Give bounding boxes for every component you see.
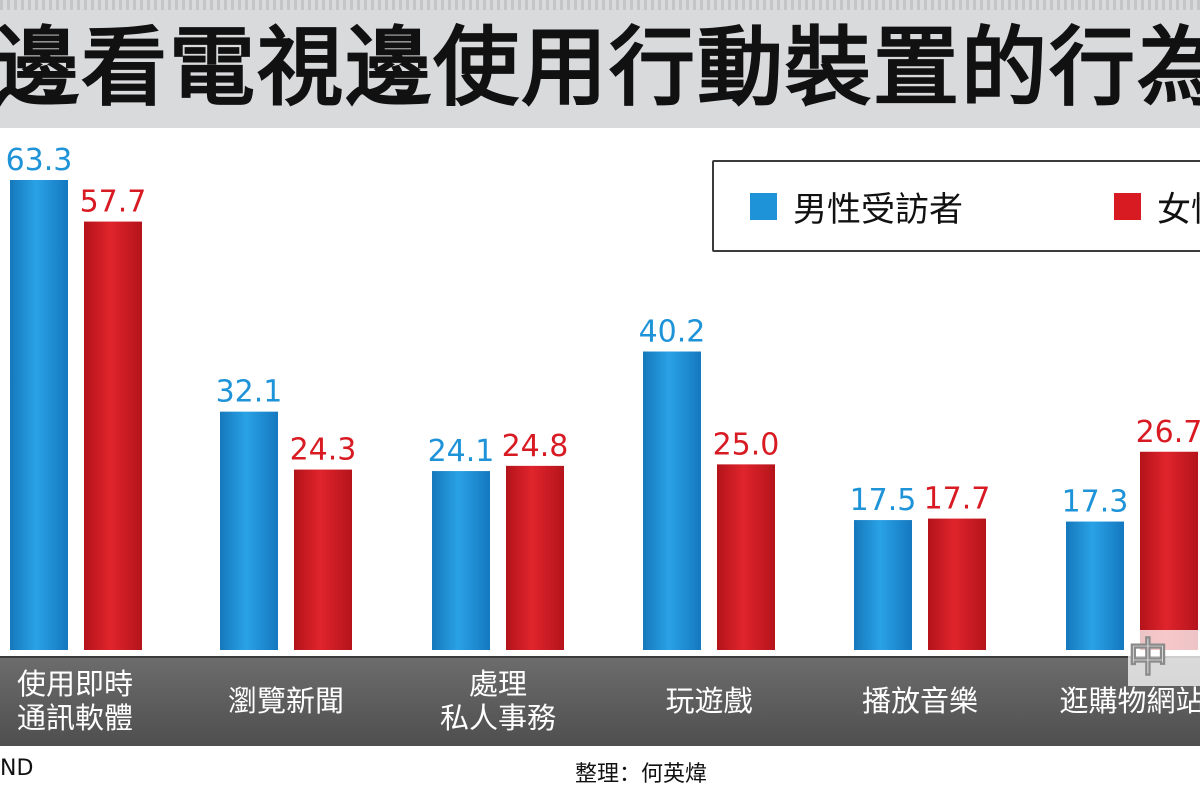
value-label-male-3: 40.2 [639,315,706,350]
category-label-line: 使用即時 [16,667,133,701]
bar-male-2 [432,471,490,650]
bar-female-4 [928,518,986,650]
value-label-female-5: 26.7 [1136,415,1200,450]
category-label-2: 處理 私人事務 [398,656,598,746]
category-label-line: 播放音樂 [861,684,978,718]
bar-male-1 [220,411,278,650]
category-label-line: 玩遊戲 [665,684,753,718]
bar-female-1 [294,469,352,650]
value-label-male-4: 17.5 [850,483,917,518]
category-label-line: 處理 [468,667,527,701]
category-label-5: 逛購物網站 [1032,656,1200,746]
value-label-male-5: 17.3 [1062,485,1129,520]
bar-male-4 [854,520,912,650]
bar-male-5 [1066,521,1124,650]
category-label-line: 逛購物網站 [1059,684,1200,718]
bar-male-3 [643,351,701,650]
value-label-female-2: 24.8 [502,429,569,464]
credit-text: 整理：何英煒 [575,762,708,787]
bar-female-5 [1140,451,1198,650]
category-label-0: 使用即時 通訊軟體 [0,656,150,746]
title-bar: 族邊看電視邊使用行動裝置的行為比 [0,0,1200,128]
legend: 男性受訪者 女性受訪者 [712,160,1200,252]
legend-swatch-male [750,192,777,220]
footer: ND 整理：何英煒 [0,746,1200,800]
legend-swatch-female [1114,192,1141,220]
category-label-1: 瀏覽新聞 [186,656,386,746]
value-label-male-2: 24.1 [428,434,495,469]
bar-female-2 [506,465,564,650]
chart-title: 族邊看電視邊使用行動裝置的行為比 [0,18,1200,118]
legend-label-female: 女性受訪者 [1157,189,1200,230]
legend-item-male: 男性受訪者 [750,184,963,230]
value-label-female-4: 17.7 [924,482,991,517]
value-label-male-0: 63.3 [6,143,73,178]
title-stripe [0,0,1200,10]
category-strip [0,656,1200,748]
value-label-female-3: 25.0 [713,427,780,462]
value-label-female-0: 57.7 [80,185,147,220]
watermark-logo: 中時 [1128,630,1200,686]
bar-female-3 [717,464,775,650]
category-label-line: 通訊軟體 [16,701,133,735]
legend-label-male: 男性受訪者 [793,189,963,230]
bar-male-0 [10,180,68,650]
category-label-3: 玩遊戲 [609,656,809,746]
value-label-male-1: 32.1 [216,375,283,410]
value-label-female-1: 24.3 [290,433,357,468]
category-label-line: 私人事務 [439,701,556,735]
bar-female-0 [84,221,142,650]
source-text: ND [0,756,34,781]
category-label-line: 瀏覽新聞 [227,684,344,718]
category-label-4: 播放音樂 [820,656,1020,746]
legend-item-female: 女性受訪者 [1114,184,1200,230]
